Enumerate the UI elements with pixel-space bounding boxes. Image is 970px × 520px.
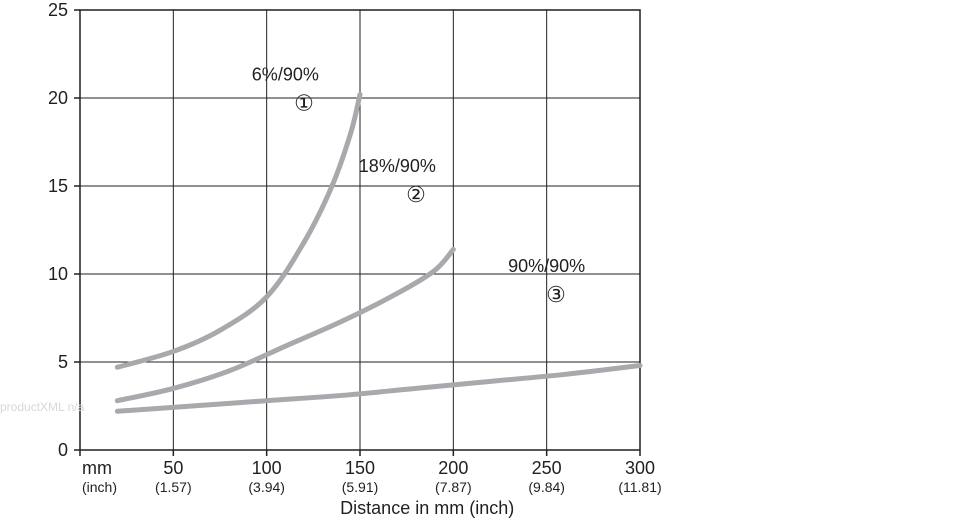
x-tick-sublabel: (3.94) [248,479,285,495]
x-axis-label: Distance in mm (inch) [340,498,514,518]
y-tick-label: 25 [48,0,68,20]
plot-area: 0 5 10 15 20 25 mm(inch) 50(1.57) 100(3.94) 150(5… [48,0,662,518]
x-tick-label: 100 [252,458,282,478]
x-tick-sublabel: (9.84) [528,479,565,495]
x-unit-bottom: (inch) [82,479,117,495]
chart-container: productXML n/a 0 5 10 15 20 25 mm(inch) 50(1.57… [0,0,970,520]
x-tick-label: 300 [625,458,655,478]
x-tick-label: 200 [438,458,468,478]
y-tick-label: 15 [48,176,68,196]
y-tick-label: 10 [48,264,68,284]
x-tick-label: 50 [163,458,183,478]
series-marker-2: ② [406,182,426,207]
x-tick-label: 250 [532,458,562,478]
series-marker-3: ③ [546,282,566,307]
x-tick-sublabel: (7.87) [435,479,472,495]
y-tick-label: 5 [58,352,68,372]
y-tick-label: 0 [58,440,68,460]
x-tick-label: 150 [345,458,375,478]
line-chart: 0 5 10 15 20 25 mm(inch) 50(1.57) 100(3.94) 150(5… [0,0,970,520]
series-marker-1: ① [294,90,314,115]
series-label-1: 6%/90% [252,64,319,84]
x-tick-sublabel: (1.57) [155,479,192,495]
x-tick-sublabel: (5.91) [342,479,379,495]
series-label-3: 90%/90% [508,256,585,276]
series-label-2: 18%/90% [359,156,436,176]
x-tick-sublabel: (11.81) [618,479,661,495]
y-tick-label: 20 [48,88,68,108]
x-unit-top: mm [82,458,112,478]
watermark-text: productXML n/a [0,400,84,414]
